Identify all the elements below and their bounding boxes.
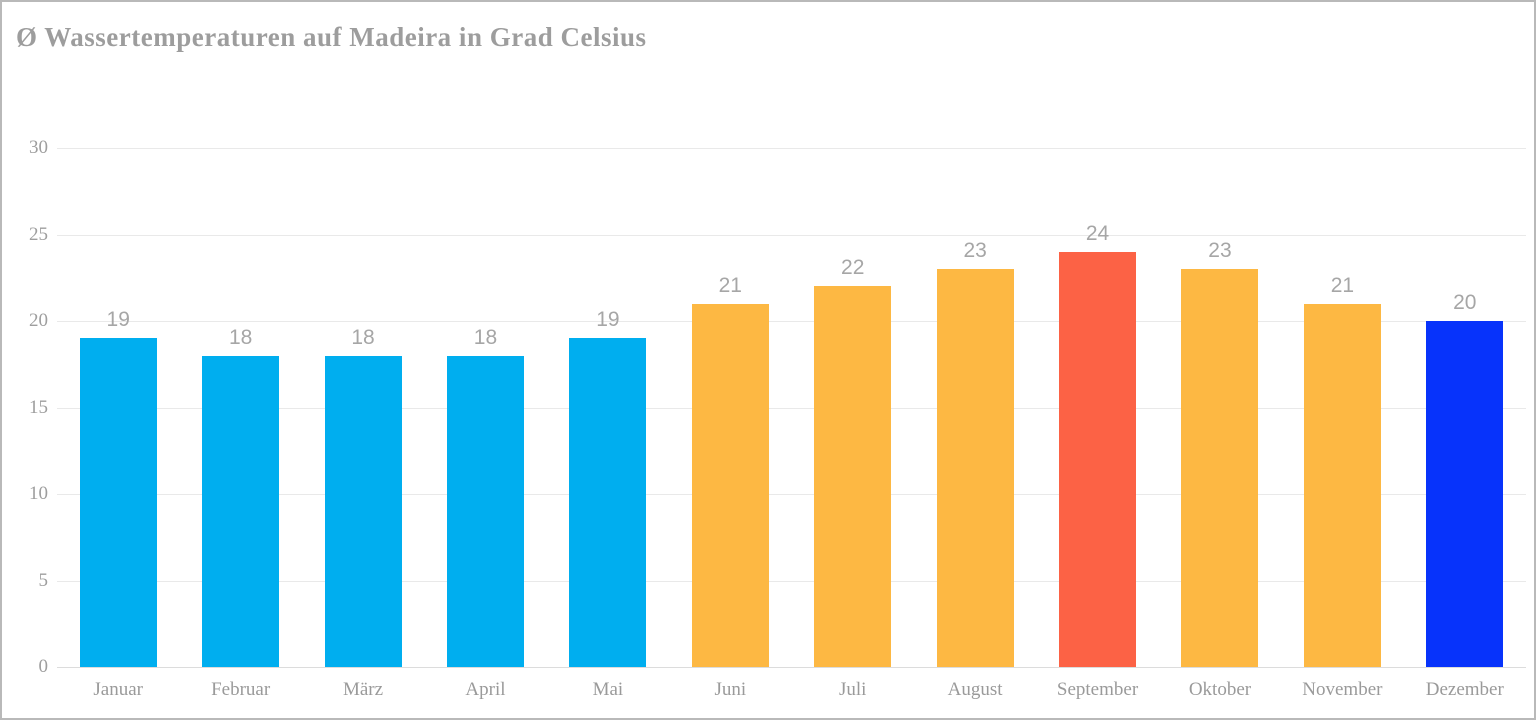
y-axis-tick-label: 20: [29, 310, 48, 331]
x-axis-label-september: September: [1056, 679, 1139, 700]
bar-februar: [202, 355, 280, 667]
gridline-y-5: [57, 580, 1526, 582]
y-axis-tick-label: 10: [29, 483, 48, 504]
bar-value-label: 24: [1085, 221, 1110, 245]
x-axis-label-august: August: [947, 679, 1003, 700]
bar-juni: [691, 303, 769, 667]
x-axis-label-mai: Mai: [592, 679, 624, 700]
x-axis-label-juni: Juni: [714, 679, 747, 700]
bar-value-label: 19: [106, 308, 130, 332]
gridline-y-25: [57, 234, 1526, 236]
bar-mai: [569, 338, 647, 667]
gridline-y-0: [57, 667, 1526, 668]
bar-value-label: 20: [1453, 291, 1477, 314]
bar-april: [446, 355, 524, 667]
x-axis-label-januar: Januar: [93, 679, 143, 700]
y-axis-tick-label: 25: [29, 223, 48, 245]
bar-value-label: 18: [473, 325, 498, 349]
y-axis-tick-label: 15: [29, 396, 48, 418]
chart-title: Ø Wassertemperaturen auf Madeira in Grad…: [16, 22, 647, 52]
x-axis-label-märz: März: [342, 679, 384, 700]
bar-value-label: 18: [228, 325, 253, 349]
bar-value-label: 22: [841, 256, 865, 280]
bar-juli: [814, 286, 892, 667]
x-axis-label-dezember: Dezember: [1425, 679, 1504, 700]
x-axis-label-april: April: [465, 679, 506, 700]
bar-value-label: 19: [596, 308, 620, 332]
bar-märz: [324, 355, 402, 667]
y-axis-tick-label: 0: [38, 656, 49, 677]
bar-value-label: 21: [1330, 273, 1355, 297]
bar-oktober: [1181, 269, 1259, 667]
x-axis-label-oktober: Oktober: [1188, 679, 1252, 700]
bar-value-label: 18: [351, 325, 375, 349]
gridline-y-15: [57, 407, 1526, 409]
bar-value-label: 21: [718, 273, 742, 297]
bar-august: [936, 269, 1014, 667]
bar-value-label: 23: [1208, 239, 1232, 263]
y-axis-tick-label: 5: [38, 569, 49, 591]
bar-januar: [79, 338, 157, 667]
gridline-y-20: [57, 321, 1526, 322]
y-axis-tick-label: 30: [29, 137, 48, 158]
bar-september: [1059, 251, 1137, 667]
x-axis-label-februar: Februar: [211, 679, 271, 700]
gridline-y-10: [57, 494, 1526, 495]
bar-november: [1303, 303, 1381, 667]
bar-dezember: [1426, 321, 1504, 667]
x-axis-label-juli: Juli: [838, 679, 867, 700]
gridline-y-30: [57, 148, 1526, 149]
x-axis-label-november: November: [1302, 679, 1383, 700]
bar-value-label: 23: [963, 239, 987, 263]
